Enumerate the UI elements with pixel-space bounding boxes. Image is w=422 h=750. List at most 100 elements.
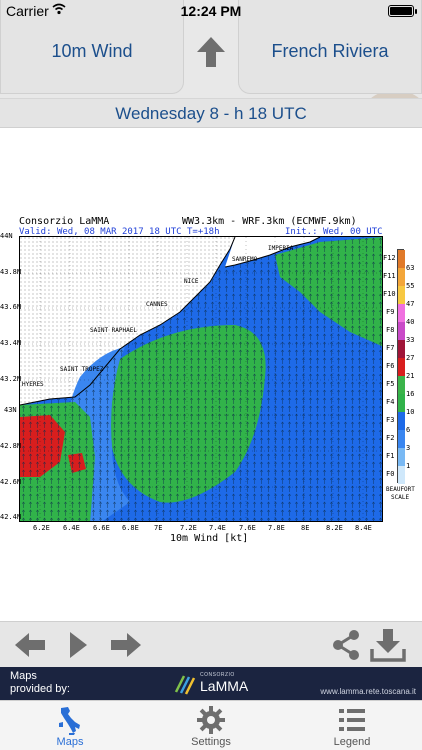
- tab-settings[interactable]: Settings: [141, 701, 281, 750]
- kt-label: 40: [406, 318, 415, 326]
- x-axis-label: 10m Wind [kt]: [170, 533, 249, 544]
- place-saint-tropez: SAINT TROPEZ: [60, 366, 104, 373]
- download-button[interactable]: [370, 628, 406, 662]
- lamma-logo-mark: [174, 675, 196, 695]
- forward-arrow-icon: [111, 633, 141, 657]
- play-button[interactable]: [60, 628, 96, 662]
- y-tick: 44N: [0, 232, 13, 240]
- map-title: Consorzio LaMMA: [19, 216, 110, 227]
- header: 10m Wind French Riviera: [0, 0, 422, 150]
- colorbar-cell: [398, 412, 405, 430]
- kt-label: 16: [406, 390, 415, 398]
- download-icon: [370, 629, 406, 662]
- place-hyeres: HYERES: [22, 381, 44, 388]
- place-cannes: CANNES: [146, 301, 168, 308]
- credits-band: Maps provided by: CONSORZIO LaMMA www.la…: [0, 667, 422, 700]
- logo-text: LaMMA: [200, 678, 249, 694]
- layer-selector-button[interactable]: 10m Wind: [0, 0, 184, 94]
- logo-caption: CONSORZIO: [200, 672, 235, 678]
- x-tick: 7.2E: [180, 524, 197, 532]
- force-label: F2: [386, 434, 395, 442]
- colorbar-cell: [398, 340, 405, 358]
- colorbar-cell: [398, 466, 405, 484]
- force-label: F4: [386, 398, 395, 406]
- tab-settings-label: Settings: [191, 736, 231, 748]
- x-tick: 7.6E: [239, 524, 256, 532]
- y-tick: 43.2N: [0, 375, 22, 383]
- force-label: F7: [386, 344, 395, 352]
- place-nice: NICE: [184, 278, 199, 285]
- y-tick: 43.4N: [0, 339, 22, 347]
- kt-label: 47: [406, 300, 415, 308]
- y-tick: 43N: [4, 406, 17, 414]
- init-row: Init.: Wed, 00 UTC: [285, 227, 383, 237]
- status-bar: Carrier 12:24 PM: [0, 0, 422, 22]
- back-arrow-icon: [15, 633, 45, 657]
- wind-field-svg: [20, 237, 382, 521]
- x-tick: 6.4E: [63, 524, 80, 532]
- colorbar-cell: [398, 250, 405, 268]
- valid-row: Valid: Wed, 08 MAR 2017 18 UTC: [19, 227, 182, 237]
- y-tick: 42.8N: [0, 442, 22, 450]
- forecast-map[interactable]: Consorzio LaMMA WW3.3km - WRF.3km (ECMWF…: [0, 128, 422, 621]
- share-icon: [333, 630, 359, 660]
- lat-lon-grid: [20, 237, 382, 521]
- colorbar-caption-top: BEAUFORT: [386, 486, 415, 493]
- lamma-logo[interactable]: CONSORZIO LaMMA: [174, 671, 254, 697]
- tab-legend[interactable]: Legend: [282, 701, 422, 750]
- date-band: Wednesday 8 - h 18 UTC: [0, 98, 422, 128]
- layer-selector-label: 10m Wind: [51, 41, 133, 61]
- colorbar-cell: [398, 286, 405, 304]
- colorbar-caption-bottom: SCALE: [391, 494, 410, 501]
- force-label: F10: [383, 290, 396, 298]
- valid-value: Wed, 08 MAR 2017 18 UTC: [56, 227, 182, 237]
- colorbar-cell: [398, 322, 405, 340]
- x-tick: 8.4E: [355, 524, 372, 532]
- clock: 12:24 PM: [180, 3, 242, 19]
- y-tick: 42.4N: [0, 513, 22, 521]
- y-tick: 42.6N: [0, 478, 22, 486]
- colorbar-cell: [398, 358, 405, 376]
- kt-label: 27: [406, 354, 415, 362]
- kt-label: 33: [406, 336, 415, 344]
- credits-line-1: Maps: [10, 670, 37, 682]
- land-texture: [20, 237, 235, 405]
- force-label: F3: [386, 416, 395, 424]
- x-tick: 6.8E: [122, 524, 139, 532]
- playback-toolbar: [0, 621, 422, 667]
- kt-label: 55: [406, 282, 415, 290]
- carrier-label: Carrier: [6, 3, 49, 19]
- tab-maps[interactable]: Maps: [0, 701, 140, 750]
- wind-plot: [19, 236, 383, 522]
- place-saint-raphael: SAINT RAPHAEL: [90, 327, 137, 334]
- place-imperia: IMPERIA: [268, 245, 294, 252]
- colorbar-cell: [398, 448, 405, 466]
- kt-label: 3: [406, 444, 411, 452]
- colorbar-cell: [398, 304, 405, 322]
- battery-icon: [388, 5, 417, 17]
- x-tick: 7.8E: [268, 524, 285, 532]
- area-selector-label: French Riviera: [271, 41, 389, 61]
- tab-bar: Maps Settings: [0, 700, 422, 750]
- valid-label: Valid:: [19, 227, 52, 237]
- wifi-icon: [52, 3, 66, 15]
- force-label: F9: [386, 308, 395, 316]
- website-url[interactable]: www.lamma.rete.toscana.it: [320, 687, 416, 696]
- up-arrow-button[interactable]: [186, 0, 236, 94]
- x-tick: 7E: [154, 524, 163, 532]
- back-button[interactable]: [12, 628, 48, 662]
- tab-legend-label: Legend: [333, 736, 371, 748]
- kt-label: 21: [406, 372, 415, 380]
- init-value: Wed, 00 UTC: [322, 227, 383, 237]
- forecast-date: Wednesday 8 - h 18 UTC: [115, 104, 307, 123]
- kt-label: 10: [406, 408, 415, 416]
- tab-maps-label: Maps: [56, 736, 84, 748]
- kt-label: 1: [406, 462, 411, 470]
- x-tick: 8E: [301, 524, 310, 532]
- share-button[interactable]: [328, 628, 364, 662]
- forward-button[interactable]: [108, 628, 144, 662]
- credits-line-2: provided by:: [10, 683, 70, 695]
- italy-map-icon: [59, 707, 80, 735]
- play-icon: [70, 632, 87, 658]
- force-label: F0: [386, 470, 395, 478]
